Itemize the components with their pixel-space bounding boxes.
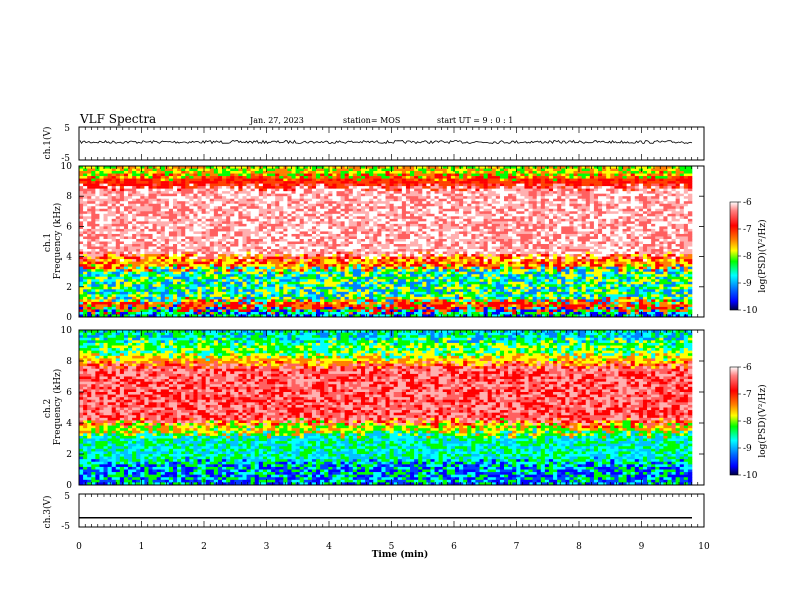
ch3-ytick-top: 5 bbox=[64, 492, 70, 502]
ch2-spec-ylabel-line2: Frequency (kHz) bbox=[52, 369, 63, 446]
time-tick-label: 4 bbox=[326, 542, 332, 552]
time-tick-label: 7 bbox=[514, 542, 520, 552]
ch2-colorbar-label: log(PSD)(V²/Hz) bbox=[757, 384, 768, 457]
colorbar-tick-label: -7 bbox=[743, 225, 752, 235]
time-tick-label: 5 bbox=[389, 542, 395, 552]
ch2-spec-ytick-label: 0 bbox=[66, 481, 72, 491]
ch2-spec-ytick-label: 10 bbox=[61, 326, 73, 336]
ch1-spec-ytick-label: 0 bbox=[66, 313, 72, 323]
ch1-spec-ytick-label: 10 bbox=[61, 162, 73, 172]
ch1-spec-ylabel: ch.1 Frequency (kHz) bbox=[43, 203, 63, 280]
colorbar-tick-label: -6 bbox=[743, 363, 752, 373]
time-axis-label: Time (min) bbox=[372, 549, 429, 560]
ch1-spec-ytick-label: 6 bbox=[66, 222, 72, 232]
ch1-ytick-top: 5 bbox=[64, 124, 70, 134]
time-tick-label: 9 bbox=[639, 542, 645, 552]
ch1-waveform-line bbox=[79, 139, 693, 145]
time-tick-label: 2 bbox=[201, 542, 207, 552]
colorbar-tick-label: -10 bbox=[743, 306, 758, 316]
time-tick-label: 1 bbox=[139, 542, 145, 552]
ch2-spec-ylabel: ch.2 Frequency (kHz) bbox=[43, 369, 63, 446]
figure-title: VLF Spectra bbox=[79, 112, 156, 126]
ch2-spectrogram-panel: 0 2 4 6 8 10 ch.2 Frequency (kHz) bbox=[43, 326, 705, 491]
ch1-spectrogram-image bbox=[79, 166, 693, 318]
ch1-spec-ylabel-line2: Frequency (kHz) bbox=[52, 203, 63, 280]
ch2-colorbar-ticks: -6 -7 -8 -9 -10 bbox=[738, 363, 758, 481]
ch1-spectrogram-panel: 0 2 4 6 8 10 ch.1 Frequency (kHz) bbox=[43, 162, 705, 323]
time-tick-label: 3 bbox=[264, 542, 270, 552]
ch1-colorbar-label: log(PSD)(V²/Hz) bbox=[757, 219, 768, 292]
ch2-colorbar: -6 -7 -8 -9 -10 log(PSD)(V²/Hz) bbox=[729, 363, 768, 481]
colorbar-tick-label: -9 bbox=[743, 444, 752, 454]
ch3-ylabel: ch.3(V) bbox=[42, 496, 53, 529]
colorbar-tick-label: -6 bbox=[743, 198, 752, 208]
date-label: Jan. 27, 2023 bbox=[249, 116, 304, 125]
time-tick-label: 6 bbox=[451, 542, 457, 552]
time-tick-label: 8 bbox=[576, 542, 582, 552]
ch2-spec-ylabel-line1: ch.2 bbox=[43, 399, 53, 418]
time-axis: 0 1 2 3 4 5 6 7 8 9 10 bbox=[76, 127, 710, 552]
colorbar-tick-label: -7 bbox=[743, 390, 752, 400]
ch2-spec-ytick-label: 6 bbox=[66, 388, 72, 398]
ch2-spectrogram-yticks: 0 2 4 6 8 10 bbox=[61, 326, 704, 491]
ch1-spec-ylabel-line1: ch.1 bbox=[43, 233, 53, 252]
ch1-spec-ytick-label: 8 bbox=[66, 192, 72, 202]
colorbar-tick-label: -10 bbox=[743, 471, 758, 481]
ch3-ytick-bottom: -5 bbox=[61, 522, 70, 532]
colorbar-tick-label: -8 bbox=[743, 417, 752, 427]
ch1-colorbar-gradient bbox=[729, 201, 739, 311]
ch1-spectrogram-yticks: 0 2 4 6 8 10 bbox=[61, 162, 704, 323]
start-time-label: start UT = 9 : 0 : 1 bbox=[437, 116, 513, 125]
ch1-ytick-bottom: -5 bbox=[61, 154, 70, 164]
ch2-spectrogram-image bbox=[79, 330, 693, 486]
ch1-spec-ytick-label: 4 bbox=[66, 253, 72, 263]
ch1-spec-ytick-label: 2 bbox=[66, 283, 72, 293]
ch2-spec-ytick-label: 8 bbox=[66, 357, 72, 367]
ch2-spec-ytick-label: 4 bbox=[66, 419, 72, 429]
ch2-colorbar-gradient bbox=[729, 366, 739, 476]
station-label: station= MOS bbox=[343, 116, 400, 125]
colorbar-tick-label: -8 bbox=[743, 252, 752, 262]
colorbar-tick-label: -9 bbox=[743, 279, 752, 289]
time-tick-label: 10 bbox=[698, 542, 710, 552]
time-tick-label: 0 bbox=[76, 542, 82, 552]
ch2-spec-ytick-label: 2 bbox=[66, 450, 72, 460]
ch1-colorbar-ticks: -6 -7 -8 -9 -10 bbox=[738, 198, 758, 316]
ch1-ylabel: ch.1(V) bbox=[42, 127, 53, 160]
ch1-colorbar: -6 -7 -8 -9 -10 log(PSD)(V²/Hz) bbox=[729, 198, 768, 316]
